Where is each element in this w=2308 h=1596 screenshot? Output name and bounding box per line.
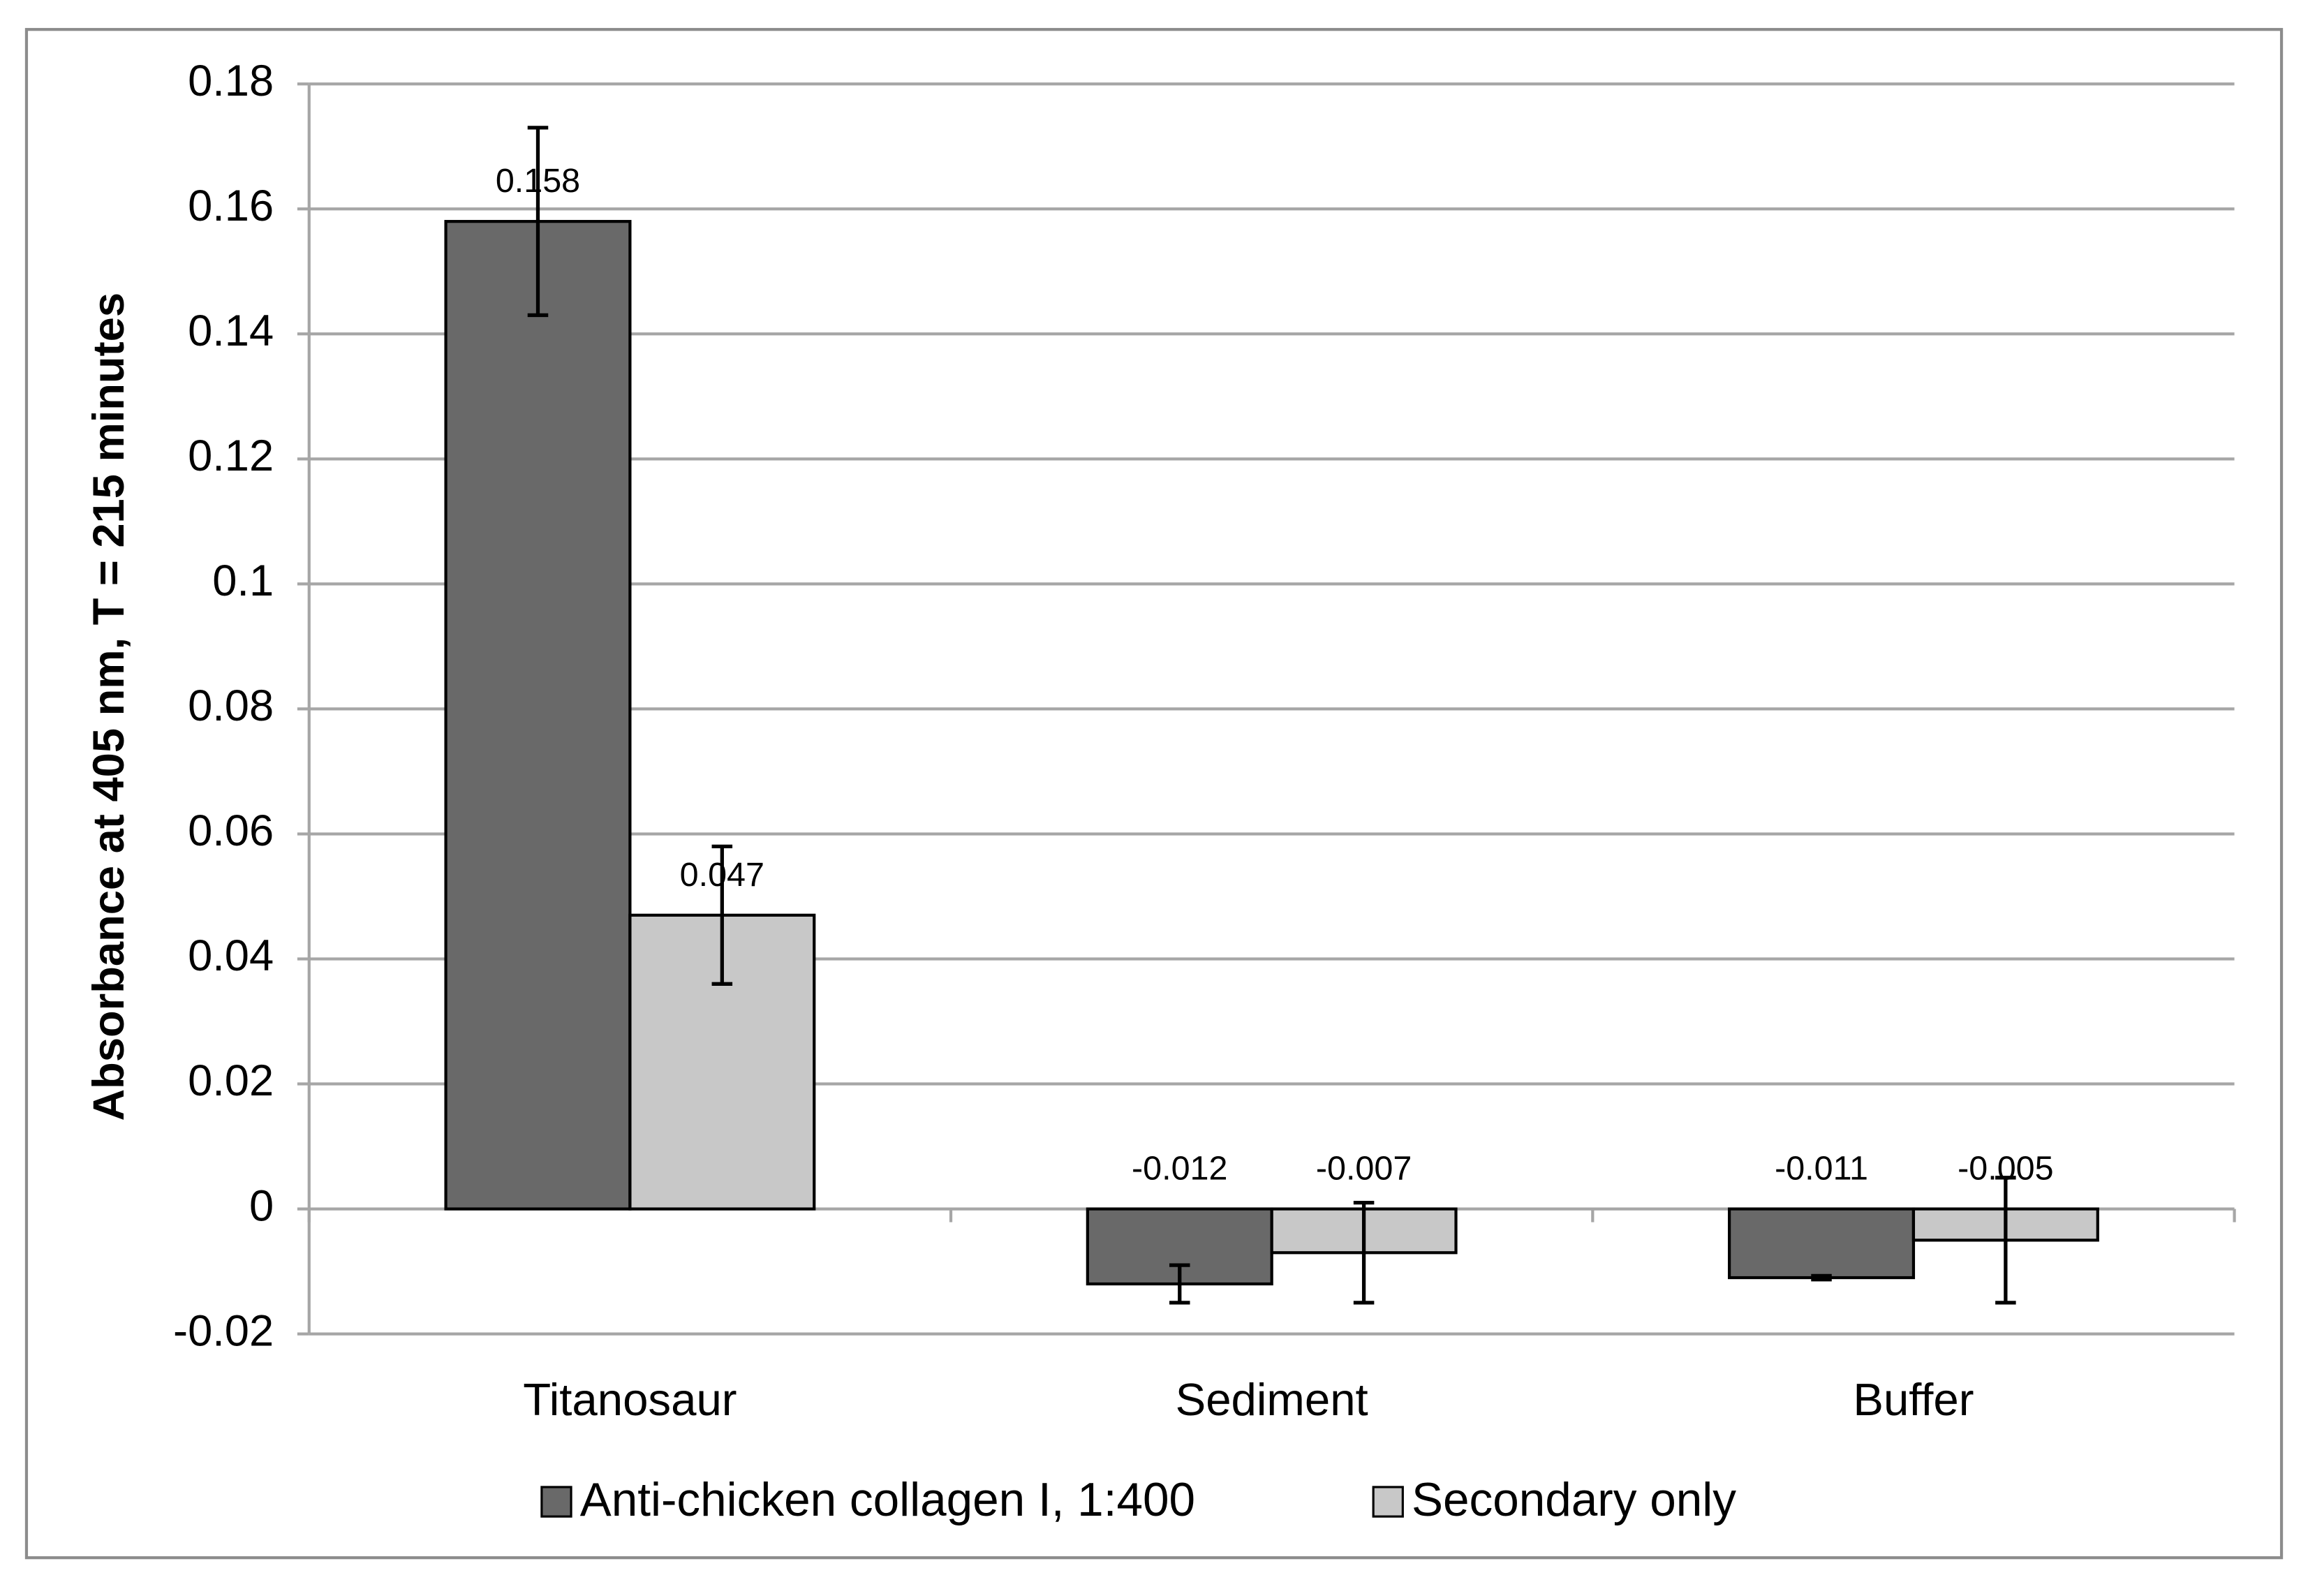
y-tick-label: 0.04 [188, 931, 274, 980]
y-tick-label: 0.12 [188, 431, 274, 480]
data-label: -0.011 [1775, 1150, 1868, 1188]
y-tick-label: 0.18 [188, 57, 274, 105]
error-bar [711, 844, 733, 986]
data-label: -0.005 [1958, 1150, 2053, 1188]
x-tick-label: Buffer [1853, 1374, 1974, 1425]
data-label: 0.158 [496, 162, 580, 200]
y-tick-label: 0.16 [188, 182, 274, 230]
error-bar [1169, 1263, 1190, 1305]
legend-label: Anti-chicken collagen I, 1:400 [580, 1474, 1195, 1526]
legend-swatch [540, 1486, 572, 1518]
error-bar [527, 126, 549, 318]
y-axis-title: Absorbance at 405 nm, T = 215 minutes [84, 293, 133, 1121]
y-tick-label: 0.02 [188, 1056, 274, 1105]
bar [444, 220, 632, 1211]
error-bar [1353, 1200, 1375, 1305]
bar [1728, 1207, 1916, 1280]
y-tick-label: -0.02 [173, 1306, 274, 1355]
x-tick-label: Titanosaur [523, 1374, 737, 1425]
legend-swatch [1372, 1486, 1404, 1518]
x-tick-label: Sediment [1176, 1374, 1368, 1425]
y-tick-label: 0 [249, 1181, 274, 1230]
error-bar [1995, 1176, 2016, 1305]
y-tick-label: 0.06 [188, 806, 274, 855]
chart-border [24, 28, 2284, 1560]
data-label: -0.007 [1316, 1150, 1412, 1188]
y-tick-label: 0.08 [188, 681, 274, 730]
y-tick-label: 0.14 [188, 306, 274, 355]
error-bar [1811, 1273, 1832, 1282]
y-tick-label: 0.1 [212, 556, 274, 605]
legend-label: Secondary only [1412, 1474, 1736, 1526]
data-label: 0.047 [680, 856, 764, 894]
data-label: -0.012 [1132, 1150, 1227, 1188]
